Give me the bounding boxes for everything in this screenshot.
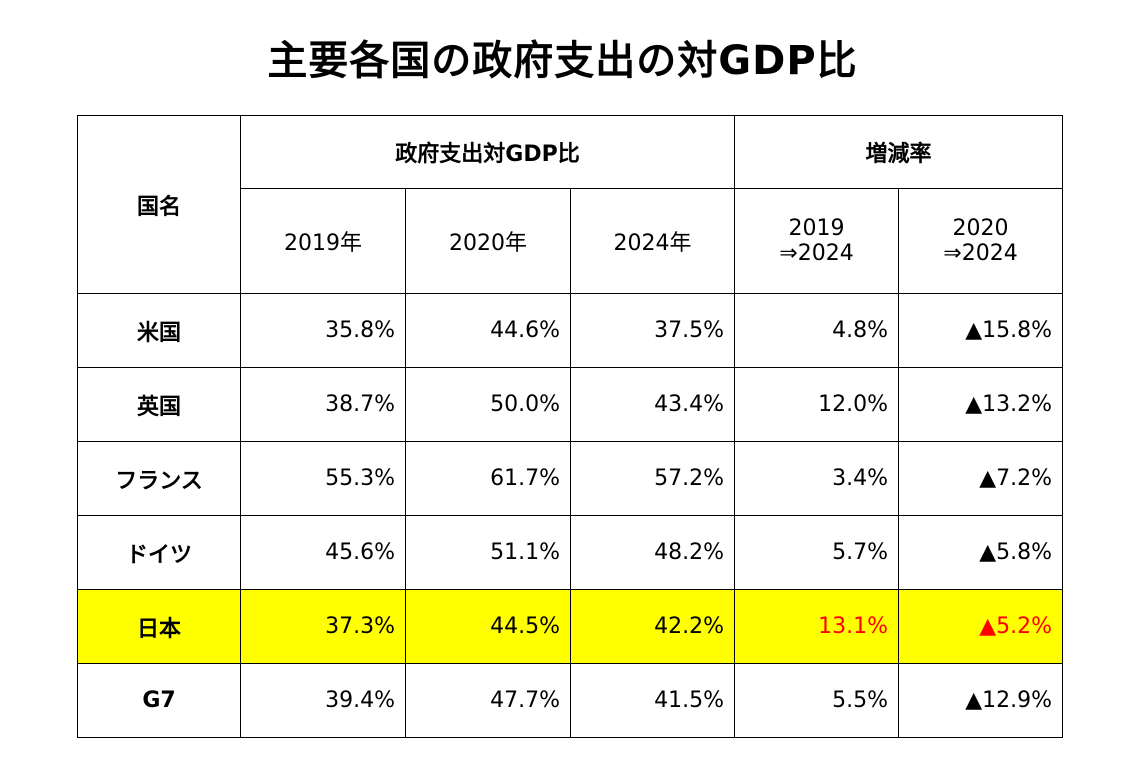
- value-cell: 47.7%: [405, 663, 571, 738]
- value-cell: 42.2%: [570, 589, 735, 664]
- value-cell: 55.3%: [240, 441, 406, 516]
- value-cell: ▲12.9%: [898, 663, 1063, 738]
- header-row: 国名 政府支出対GDP比 増減率: [77, 115, 1063, 294]
- value-cell: 57.2%: [570, 441, 735, 516]
- value-cell: 39.4%: [240, 663, 406, 738]
- column-header: 2024年: [570, 188, 735, 294]
- column-header: 2020 ⇒2024: [898, 188, 1063, 294]
- column-header: 2019年: [240, 188, 406, 294]
- row-label: G7: [77, 663, 241, 738]
- row-label: ドイツ: [77, 515, 241, 590]
- value-cell: 44.5%: [405, 589, 571, 664]
- value-cell: 3.4%: [734, 441, 899, 516]
- data-row: ドイツ 45.6% 51.1% 48.2% 5.7% ▲5.8%: [77, 515, 1063, 590]
- value-cell: 61.7%: [405, 441, 571, 516]
- value-cell: ▲5.2%: [898, 589, 1063, 664]
- column-header-line: 2020: [952, 216, 1009, 241]
- value-cell: ▲15.8%: [898, 293, 1063, 368]
- column-header-line: 2024年: [613, 231, 692, 256]
- data-row: 英国 38.7% 50.0% 43.4% 12.0% ▲13.2%: [77, 367, 1063, 442]
- value-cell: 4.8%: [734, 293, 899, 368]
- column-header-line: 2020年: [449, 231, 527, 256]
- value-cell: 37.5%: [570, 293, 735, 368]
- column-header-line: ⇒2024: [779, 241, 854, 266]
- data-row: 日本 37.3% 44.5% 42.2% 13.1% ▲5.2%: [77, 589, 1063, 664]
- value-cell: 38.7%: [240, 367, 406, 442]
- data-row: フランス 55.3% 61.7% 57.2% 3.4% ▲7.2%: [77, 441, 1063, 516]
- value-cell: 50.0%: [405, 367, 571, 442]
- group-header: 政府支出対GDP比: [240, 115, 735, 189]
- column-header: 2020年: [405, 188, 571, 294]
- value-cell: 12.0%: [734, 367, 899, 442]
- value-cell: 45.6%: [240, 515, 406, 590]
- table: 国名 政府支出対GDP比 増減率 2019年 2020年 2024年 2019 ⇒202…: [77, 115, 1063, 738]
- row-label: 米国: [77, 293, 241, 368]
- corner-header: 国名: [77, 115, 241, 294]
- column-header: 2019 ⇒2024: [734, 188, 899, 294]
- row-label: フランス: [77, 441, 241, 516]
- value-cell: 44.6%: [405, 293, 571, 368]
- value-cell: ▲13.2%: [898, 367, 1063, 442]
- value-cell: 41.5%: [570, 663, 735, 738]
- value-cell: 37.3%: [240, 589, 406, 664]
- data-row: 米国 35.8% 44.6% 37.5% 4.8% ▲15.8%: [77, 293, 1063, 368]
- value-cell: ▲5.8%: [898, 515, 1063, 590]
- value-cell: ▲7.2%: [898, 441, 1063, 516]
- value-cell: 35.8%: [240, 293, 406, 368]
- row-label: 英国: [77, 367, 241, 442]
- value-cell: 43.4%: [570, 367, 735, 442]
- value-cell: 48.2%: [570, 515, 735, 590]
- column-header-line: ⇒2024: [943, 241, 1018, 266]
- column-header-line: 2019年: [284, 231, 362, 256]
- title: 主要各国の政府支出の対GDP比: [267, 38, 858, 84]
- column-header-line: 2019: [788, 216, 845, 241]
- value-cell: 5.5%: [734, 663, 899, 738]
- row-label: 日本: [77, 589, 241, 664]
- value-cell: 13.1%: [734, 589, 899, 664]
- table-body: 米国 35.8% 44.6% 37.5% 4.8% ▲15.8% 英国 38.7% 50.0% 4…: [77, 293, 1063, 738]
- data-row: G7 39.4% 47.7% 41.5% 5.5% ▲12.9%: [77, 663, 1063, 738]
- group-header: 増減率: [734, 115, 1063, 189]
- value-cell: 51.1%: [405, 515, 571, 590]
- value-cell: 5.7%: [734, 515, 899, 590]
